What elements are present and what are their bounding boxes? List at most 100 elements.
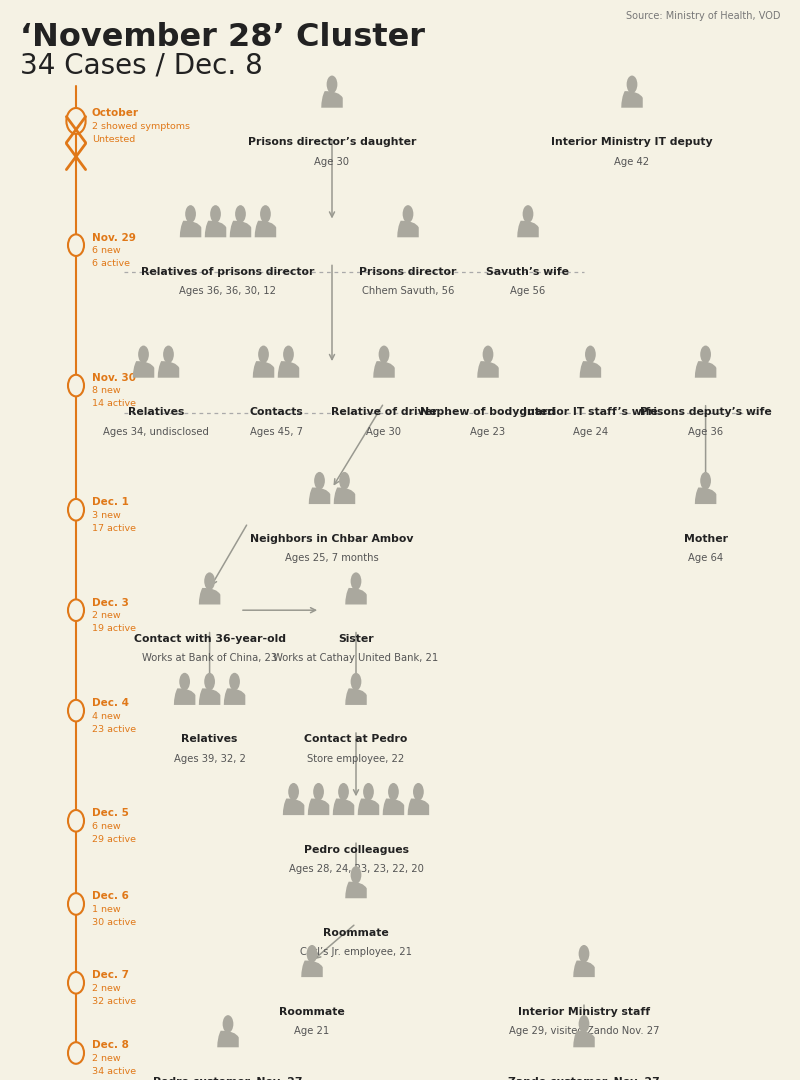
Ellipse shape bbox=[578, 945, 590, 962]
Ellipse shape bbox=[313, 783, 324, 800]
Text: 6 active: 6 active bbox=[92, 259, 130, 268]
Text: Dec. 4: Dec. 4 bbox=[92, 698, 129, 708]
PathPatch shape bbox=[695, 361, 716, 378]
Ellipse shape bbox=[338, 783, 349, 800]
PathPatch shape bbox=[180, 220, 202, 238]
Circle shape bbox=[68, 1042, 84, 1064]
PathPatch shape bbox=[398, 220, 418, 238]
Ellipse shape bbox=[350, 866, 362, 883]
Text: Sister: Sister bbox=[338, 634, 374, 644]
PathPatch shape bbox=[374, 361, 394, 378]
PathPatch shape bbox=[302, 960, 322, 977]
Text: Interior IT staff’s wife: Interior IT staff’s wife bbox=[523, 407, 658, 417]
Text: Age 24: Age 24 bbox=[573, 427, 608, 436]
Text: Ages 28, 24, 23, 23, 22, 20: Ages 28, 24, 23, 23, 22, 20 bbox=[289, 864, 423, 874]
Text: Relatives of prisons director: Relatives of prisons director bbox=[142, 267, 314, 276]
Text: Pedro customer, Nov. 27: Pedro customer, Nov. 27 bbox=[154, 1077, 302, 1080]
Ellipse shape bbox=[326, 76, 338, 93]
Text: Pedro colleagues: Pedro colleagues bbox=[303, 845, 409, 854]
Text: Relatives: Relatives bbox=[182, 734, 238, 744]
Text: Age 29, visited Zando Nov. 27: Age 29, visited Zando Nov. 27 bbox=[509, 1026, 659, 1036]
Text: 1 new: 1 new bbox=[92, 905, 121, 914]
Text: Ages 36, 36, 30, 12: Ages 36, 36, 30, 12 bbox=[179, 286, 277, 296]
PathPatch shape bbox=[224, 688, 246, 705]
Ellipse shape bbox=[229, 673, 240, 690]
Ellipse shape bbox=[163, 346, 174, 363]
Ellipse shape bbox=[700, 472, 711, 489]
PathPatch shape bbox=[218, 1030, 238, 1048]
Text: Contact at Pedro: Contact at Pedro bbox=[304, 734, 408, 744]
Text: Age 64: Age 64 bbox=[688, 553, 723, 563]
PathPatch shape bbox=[230, 220, 251, 238]
Ellipse shape bbox=[288, 783, 299, 800]
Text: 32 active: 32 active bbox=[92, 997, 136, 1005]
Text: Carl’s Jr. employee, 21: Carl’s Jr. employee, 21 bbox=[300, 947, 412, 957]
Ellipse shape bbox=[210, 205, 221, 222]
Text: 2 new: 2 new bbox=[92, 984, 121, 993]
Ellipse shape bbox=[204, 673, 215, 690]
Text: 6 new: 6 new bbox=[92, 822, 121, 831]
PathPatch shape bbox=[408, 798, 429, 815]
PathPatch shape bbox=[174, 688, 195, 705]
Ellipse shape bbox=[578, 1015, 590, 1032]
Text: Age 21: Age 21 bbox=[294, 1026, 330, 1036]
Circle shape bbox=[68, 810, 84, 832]
Text: 2 new: 2 new bbox=[92, 611, 121, 620]
Circle shape bbox=[68, 375, 84, 396]
PathPatch shape bbox=[254, 220, 276, 238]
Text: Contact with 36-year-old: Contact with 36-year-old bbox=[134, 634, 286, 644]
Ellipse shape bbox=[363, 783, 374, 800]
Text: Nephew of bodyguard: Nephew of bodyguard bbox=[420, 407, 556, 417]
Circle shape bbox=[68, 599, 84, 621]
Ellipse shape bbox=[314, 472, 325, 489]
Text: Dec. 7: Dec. 7 bbox=[92, 970, 129, 981]
PathPatch shape bbox=[358, 798, 379, 815]
PathPatch shape bbox=[283, 798, 304, 815]
PathPatch shape bbox=[574, 1030, 594, 1048]
Text: Zando customer, Nov. 27: Zando customer, Nov. 27 bbox=[508, 1077, 660, 1080]
Circle shape bbox=[68, 234, 84, 256]
Ellipse shape bbox=[235, 205, 246, 222]
Text: Interior Ministry IT deputy: Interior Ministry IT deputy bbox=[551, 137, 713, 147]
Text: 34 active: 34 active bbox=[92, 1067, 136, 1076]
PathPatch shape bbox=[334, 487, 355, 504]
Ellipse shape bbox=[204, 572, 215, 590]
Ellipse shape bbox=[378, 346, 390, 363]
Text: Mother: Mother bbox=[683, 534, 728, 543]
Text: 6 new: 6 new bbox=[92, 246, 121, 255]
Text: Prisons director: Prisons director bbox=[359, 267, 457, 276]
Ellipse shape bbox=[283, 346, 294, 363]
PathPatch shape bbox=[308, 798, 330, 815]
PathPatch shape bbox=[478, 361, 498, 378]
PathPatch shape bbox=[382, 798, 404, 815]
PathPatch shape bbox=[253, 361, 274, 378]
PathPatch shape bbox=[695, 487, 716, 504]
Text: ‘November 28’ Cluster: ‘November 28’ Cluster bbox=[20, 22, 425, 53]
Text: Dec. 8: Dec. 8 bbox=[92, 1040, 129, 1051]
Text: 19 active: 19 active bbox=[92, 624, 136, 633]
Ellipse shape bbox=[350, 572, 362, 590]
PathPatch shape bbox=[205, 220, 226, 238]
Text: Age 30: Age 30 bbox=[314, 157, 350, 166]
PathPatch shape bbox=[199, 688, 220, 705]
Text: Ages 39, 32, 2: Ages 39, 32, 2 bbox=[174, 754, 246, 764]
PathPatch shape bbox=[518, 220, 538, 238]
Text: Source: Ministry of Health, VOD: Source: Ministry of Health, VOD bbox=[626, 11, 780, 21]
Text: Prisons director’s daughter: Prisons director’s daughter bbox=[248, 137, 416, 147]
PathPatch shape bbox=[346, 881, 366, 899]
Ellipse shape bbox=[402, 205, 414, 222]
Circle shape bbox=[68, 893, 84, 915]
Ellipse shape bbox=[388, 783, 399, 800]
Text: Prisons deputy’s wife: Prisons deputy’s wife bbox=[640, 407, 771, 417]
Ellipse shape bbox=[522, 205, 534, 222]
PathPatch shape bbox=[309, 487, 330, 504]
Text: Roommate: Roommate bbox=[279, 1007, 345, 1016]
PathPatch shape bbox=[333, 798, 354, 815]
Text: Neighbors in Chbar Ambov: Neighbors in Chbar Ambov bbox=[250, 534, 414, 543]
Ellipse shape bbox=[222, 1015, 234, 1032]
Text: Dec. 1: Dec. 1 bbox=[92, 497, 129, 508]
Text: Ages 45, 7: Ages 45, 7 bbox=[250, 427, 302, 436]
Text: Relatives: Relatives bbox=[128, 407, 184, 417]
Ellipse shape bbox=[413, 783, 424, 800]
Ellipse shape bbox=[306, 945, 318, 962]
